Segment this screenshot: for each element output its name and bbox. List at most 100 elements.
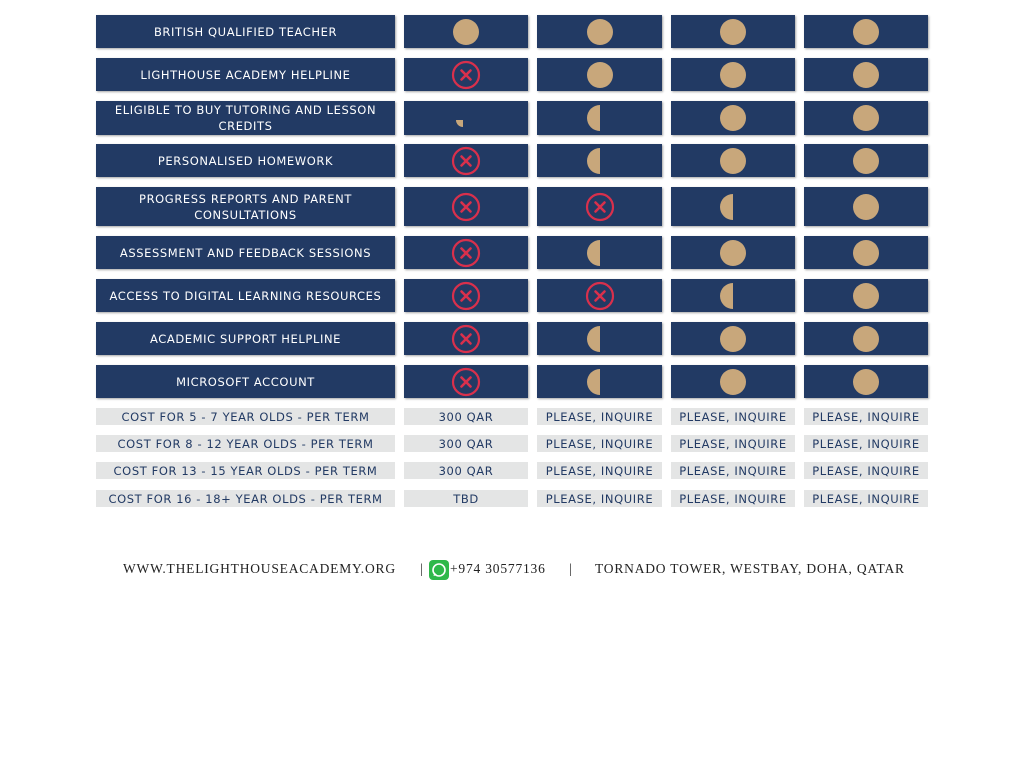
feature-cell xyxy=(537,101,662,135)
circle-icon xyxy=(853,193,879,220)
cross-icon xyxy=(451,238,481,267)
feature-label: MICROSOFT ACCOUNT xyxy=(96,365,395,398)
cross-icon xyxy=(585,192,614,221)
feature-label: ELIGIBLE TO BUY TUTORING AND LESSON CRED… xyxy=(96,101,395,135)
cost-value: 300 QAR xyxy=(404,462,528,479)
feature-cell xyxy=(804,236,928,269)
feature-label: PERSONALISED HOMEWORK xyxy=(96,144,395,177)
circle-icon xyxy=(720,282,733,309)
feature-cell xyxy=(404,144,528,177)
feature-label: LIGHTHOUSE ACADEMY HELPLINE xyxy=(96,58,395,91)
circle-icon xyxy=(720,147,746,174)
cost-value: PLEASE, INQUIRE xyxy=(671,462,795,479)
cost-label: COST FOR 8 - 12 YEAR OLDS - PER TERM xyxy=(96,435,395,452)
feature-cell xyxy=(804,58,928,91)
feature-cell xyxy=(404,322,528,355)
feature-cell xyxy=(671,101,795,135)
cost-value: PLEASE, INQUIRE xyxy=(804,490,928,507)
feature-cell xyxy=(537,58,662,91)
feature-cell xyxy=(537,236,662,269)
feature-cell xyxy=(404,101,528,135)
circle-icon xyxy=(453,18,479,45)
separator: | xyxy=(569,561,573,576)
cross-icon xyxy=(585,281,614,310)
feature-cell xyxy=(804,15,928,48)
cost-value: 300 QAR xyxy=(404,408,528,425)
cost-label: COST FOR 13 - 15 YEAR OLDS - PER TERM xyxy=(96,462,395,479)
circle-icon xyxy=(853,368,879,395)
phone[interactable]: +974 30577136 xyxy=(450,561,546,576)
feature-cell xyxy=(404,15,528,48)
cost-value: PLEASE, INQUIRE xyxy=(671,408,795,425)
circle-icon xyxy=(456,120,463,127)
feature-label: PROGRESS REPORTS AND PARENT CONSULTATION… xyxy=(96,187,395,226)
feature-cell xyxy=(804,365,928,398)
feature-cell xyxy=(671,279,795,312)
circle-icon xyxy=(586,147,600,174)
cost-label: COST FOR 5 - 7 YEAR OLDS - PER TERM xyxy=(96,408,395,425)
circle-icon xyxy=(853,105,879,131)
feature-cell xyxy=(537,144,662,177)
feature-cell xyxy=(804,187,928,226)
feature-cell xyxy=(804,144,928,177)
cross-icon xyxy=(451,324,481,353)
feature-cell xyxy=(537,187,662,226)
feature-cell xyxy=(671,144,795,177)
feature-cell xyxy=(404,365,528,398)
feature-cell xyxy=(537,15,662,48)
feature-label: ASSESSMENT AND FEEDBACK SESSIONS xyxy=(96,236,395,269)
circle-icon xyxy=(853,239,879,266)
circle-icon xyxy=(720,105,746,131)
feature-cell xyxy=(671,365,795,398)
circle-icon xyxy=(720,18,746,45)
cross-icon xyxy=(451,367,481,396)
cost-value: PLEASE, INQUIRE xyxy=(804,462,928,479)
cost-value: PLEASE, INQUIRE xyxy=(671,435,795,452)
circle-icon xyxy=(586,18,613,45)
feature-cell xyxy=(537,322,662,355)
feature-cell xyxy=(537,365,662,398)
circle-icon xyxy=(586,61,613,88)
feature-cell xyxy=(404,187,528,226)
feature-cell xyxy=(537,279,662,312)
feature-cell xyxy=(804,279,928,312)
cost-value: PLEASE, INQUIRE xyxy=(537,490,662,507)
address: TORNADO TOWER, WESTBAY, DOHA, QATAR xyxy=(595,561,905,576)
feature-cell xyxy=(404,236,528,269)
separator: | xyxy=(420,561,424,576)
feature-cell xyxy=(404,279,528,312)
circle-icon xyxy=(586,239,600,266)
feature-label: BRITISH QUALIFIED TEACHER xyxy=(96,15,395,48)
circle-icon xyxy=(586,325,600,352)
circle-icon xyxy=(853,147,879,174)
cross-icon xyxy=(451,192,481,221)
feature-cell xyxy=(404,58,528,91)
cross-icon xyxy=(451,281,481,310)
feature-cell xyxy=(804,322,928,355)
circle-icon xyxy=(720,368,746,395)
circle-icon xyxy=(853,61,879,88)
feature-cell xyxy=(671,236,795,269)
cross-icon xyxy=(451,60,481,89)
circle-icon xyxy=(853,325,879,352)
website[interactable]: WWW.THELIGHTHOUSEACADEMY.ORG xyxy=(123,561,396,576)
cost-value: PLEASE, INQUIRE xyxy=(537,462,662,479)
feature-cell xyxy=(671,58,795,91)
feature-label: ACCESS TO DIGITAL LEARNING RESOURCES xyxy=(96,279,395,312)
circle-icon xyxy=(586,368,600,395)
circle-icon xyxy=(720,325,746,352)
whatsapp-icon xyxy=(429,560,449,580)
feature-cell xyxy=(804,101,928,135)
circle-icon xyxy=(720,239,746,266)
cost-value: PLEASE, INQUIRE xyxy=(804,408,928,425)
cost-label: COST FOR 16 - 18+ YEAR OLDS - PER TERM xyxy=(96,490,395,507)
cost-value: PLEASE, INQUIRE xyxy=(537,435,662,452)
feature-cell xyxy=(671,187,795,226)
feature-label: ACADEMIC SUPPORT HELPLINE xyxy=(96,322,395,355)
feature-cell xyxy=(671,322,795,355)
cost-value: PLEASE, INQUIRE xyxy=(671,490,795,507)
circle-icon xyxy=(720,61,746,88)
cost-value: PLEASE, INQUIRE xyxy=(804,435,928,452)
cost-value: TBD xyxy=(404,490,528,507)
